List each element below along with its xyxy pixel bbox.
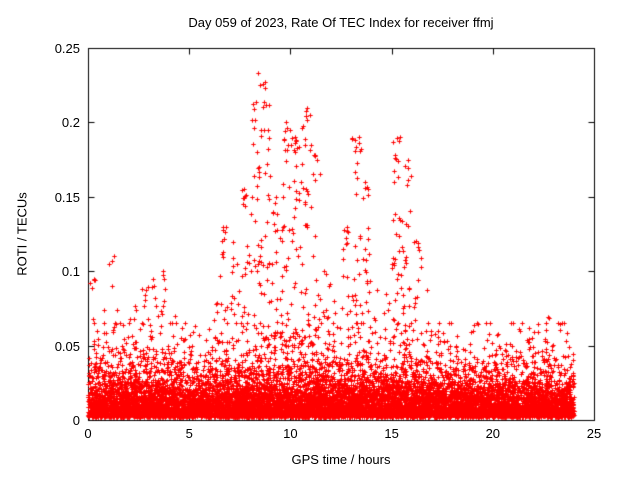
- x-tick-label: 20: [485, 426, 501, 441]
- y-tick-label: 0.15: [54, 189, 80, 205]
- x-tick-label: 0: [84, 426, 92, 441]
- y-tick-label: 0.05: [54, 338, 80, 354]
- y-tick-label: 0.1: [61, 264, 80, 280]
- chart-title: Day 059 of 2023, Rate Of TEC Index for r…: [188, 15, 494, 30]
- x-tick-label: 10: [283, 426, 298, 441]
- x-tick-label: 25: [586, 426, 602, 441]
- x-tick-label: 5: [185, 426, 193, 441]
- y-tick-label: 0.25: [54, 41, 80, 56]
- y-tick-label: 0: [72, 413, 80, 428]
- y-tick-label: 0.2: [61, 115, 80, 131]
- x-tick-label: 15: [384, 426, 399, 441]
- y-axis-label: ROTI / TECUs: [14, 192, 30, 276]
- x-axis-label: GPS time / hours: [291, 452, 391, 467]
